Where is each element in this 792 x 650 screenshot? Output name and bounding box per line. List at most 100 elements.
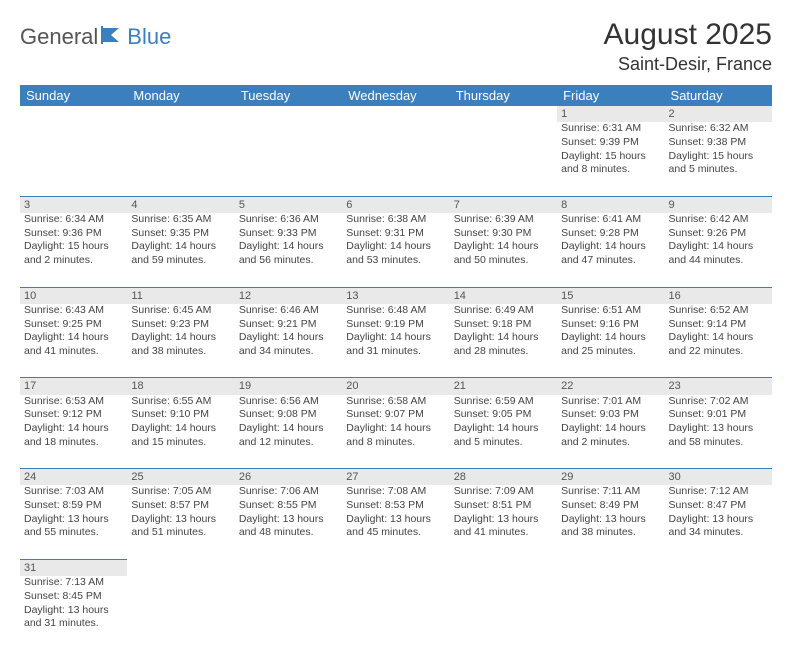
day-dl1: Daylight: 13 hours <box>561 513 660 527</box>
day-number-cell <box>235 106 342 122</box>
day-dl1: Daylight: 14 hours <box>239 422 338 436</box>
day-dl1: Daylight: 14 hours <box>454 331 553 345</box>
day-dl1: Daylight: 14 hours <box>669 240 768 254</box>
day-info-cell: Sunrise: 6:52 AMSunset: 9:14 PMDaylight:… <box>665 304 772 378</box>
day-sr: Sunrise: 6:38 AM <box>346 213 445 227</box>
day-dl1: Daylight: 14 hours <box>24 331 123 345</box>
weekday-header: Thursday <box>450 85 557 106</box>
weekday-header: Tuesday <box>235 85 342 106</box>
title-block: August 2025 Saint-Desir, France <box>604 18 772 75</box>
day-ss: Sunset: 9:07 PM <box>346 408 445 422</box>
day-dl1: Daylight: 13 hours <box>131 513 230 527</box>
day-ss: Sunset: 9:35 PM <box>131 227 230 241</box>
day-ss: Sunset: 9:05 PM <box>454 408 553 422</box>
weekday-header-row: SundayMondayTuesdayWednesdayThursdayFrid… <box>20 85 772 106</box>
day-info-cell: Sunrise: 6:46 AMSunset: 9:21 PMDaylight:… <box>235 304 342 378</box>
day-info-cell <box>450 576 557 650</box>
day-dl1: Daylight: 14 hours <box>239 240 338 254</box>
day-sr: Sunrise: 6:45 AM <box>131 304 230 318</box>
day-number-cell: 13 <box>342 287 449 304</box>
day-number-cell: 27 <box>342 469 449 486</box>
day-ss: Sunset: 9:28 PM <box>561 227 660 241</box>
day-ss: Sunset: 9:21 PM <box>239 318 338 332</box>
day-dl1: Daylight: 13 hours <box>24 604 123 618</box>
day-number-cell: 24 <box>20 469 127 486</box>
day-ss: Sunset: 9:01 PM <box>669 408 768 422</box>
day-number-cell: 2 <box>665 106 772 122</box>
logo-text-general: General <box>20 24 98 50</box>
day-info-cell: Sunrise: 6:55 AMSunset: 9:10 PMDaylight:… <box>127 395 234 469</box>
day-dl2: and 5 minutes. <box>669 163 768 177</box>
day-number-cell: 28 <box>450 469 557 486</box>
day-number-row: 24252627282930 <box>20 469 772 486</box>
day-info-row: Sunrise: 7:13 AMSunset: 8:45 PMDaylight:… <box>20 576 772 650</box>
day-dl2: and 41 minutes. <box>24 345 123 359</box>
day-dl2: and 8 minutes. <box>346 436 445 450</box>
weekday-header: Friday <box>557 85 664 106</box>
day-sr: Sunrise: 6:51 AM <box>561 304 660 318</box>
day-info-cell: Sunrise: 6:34 AMSunset: 9:36 PMDaylight:… <box>20 213 127 287</box>
day-number-cell <box>450 106 557 122</box>
day-ss: Sunset: 9:08 PM <box>239 408 338 422</box>
day-sr: Sunrise: 7:13 AM <box>24 576 123 590</box>
day-number-cell <box>127 559 234 576</box>
day-ss: Sunset: 9:26 PM <box>669 227 768 241</box>
day-info-cell <box>235 576 342 650</box>
day-dl1: Daylight: 15 hours <box>24 240 123 254</box>
day-dl2: and 58 minutes. <box>669 436 768 450</box>
day-ss: Sunset: 8:59 PM <box>24 499 123 513</box>
day-sr: Sunrise: 6:39 AM <box>454 213 553 227</box>
day-number-cell: 26 <box>235 469 342 486</box>
day-ss: Sunset: 9:14 PM <box>669 318 768 332</box>
day-info-cell <box>557 576 664 650</box>
day-number-cell: 14 <box>450 287 557 304</box>
day-number-row: 3456789 <box>20 196 772 213</box>
day-number-cell <box>557 559 664 576</box>
day-info-cell: Sunrise: 7:02 AMSunset: 9:01 PMDaylight:… <box>665 395 772 469</box>
day-ss: Sunset: 9:19 PM <box>346 318 445 332</box>
logo-flag-icon <box>101 26 123 49</box>
day-dl1: Daylight: 14 hours <box>239 331 338 345</box>
day-number-cell: 4 <box>127 196 234 213</box>
day-sr: Sunrise: 7:02 AM <box>669 395 768 409</box>
day-sr: Sunrise: 6:49 AM <box>454 304 553 318</box>
day-info-cell: Sunrise: 6:38 AMSunset: 9:31 PMDaylight:… <box>342 213 449 287</box>
day-dl2: and 28 minutes. <box>454 345 553 359</box>
day-info-row: Sunrise: 7:03 AMSunset: 8:59 PMDaylight:… <box>20 485 772 559</box>
day-dl2: and 45 minutes. <box>346 526 445 540</box>
day-number-row: 17181920212223 <box>20 378 772 395</box>
day-info-cell: Sunrise: 7:09 AMSunset: 8:51 PMDaylight:… <box>450 485 557 559</box>
day-dl1: Daylight: 14 hours <box>24 422 123 436</box>
day-dl1: Daylight: 13 hours <box>346 513 445 527</box>
day-info-cell: Sunrise: 6:48 AMSunset: 9:19 PMDaylight:… <box>342 304 449 378</box>
day-dl2: and 38 minutes. <box>561 526 660 540</box>
day-number-cell <box>342 559 449 576</box>
day-sr: Sunrise: 6:36 AM <box>239 213 338 227</box>
day-number-cell: 25 <box>127 469 234 486</box>
day-number-cell: 18 <box>127 378 234 395</box>
day-dl1: Daylight: 14 hours <box>131 331 230 345</box>
day-info-cell <box>342 122 449 196</box>
day-dl2: and 38 minutes. <box>131 345 230 359</box>
day-info-cell: Sunrise: 6:56 AMSunset: 9:08 PMDaylight:… <box>235 395 342 469</box>
day-dl1: Daylight: 14 hours <box>454 422 553 436</box>
day-sr: Sunrise: 6:43 AM <box>24 304 123 318</box>
day-sr: Sunrise: 7:11 AM <box>561 485 660 499</box>
day-ss: Sunset: 9:16 PM <box>561 318 660 332</box>
day-info-row: Sunrise: 6:43 AMSunset: 9:25 PMDaylight:… <box>20 304 772 378</box>
day-dl2: and 47 minutes. <box>561 254 660 268</box>
day-info-row: Sunrise: 6:53 AMSunset: 9:12 PMDaylight:… <box>20 395 772 469</box>
day-dl2: and 44 minutes. <box>669 254 768 268</box>
weekday-header: Wednesday <box>342 85 449 106</box>
day-ss: Sunset: 8:45 PM <box>24 590 123 604</box>
day-dl2: and 55 minutes. <box>24 526 123 540</box>
day-number-cell: 31 <box>20 559 127 576</box>
day-dl2: and 59 minutes. <box>131 254 230 268</box>
day-number-cell: 5 <box>235 196 342 213</box>
day-number-cell: 22 <box>557 378 664 395</box>
month-title: August 2025 <box>604 18 772 52</box>
day-ss: Sunset: 9:39 PM <box>561 136 660 150</box>
day-info-cell: Sunrise: 6:43 AMSunset: 9:25 PMDaylight:… <box>20 304 127 378</box>
day-dl2: and 34 minutes. <box>239 345 338 359</box>
day-info-cell <box>127 576 234 650</box>
